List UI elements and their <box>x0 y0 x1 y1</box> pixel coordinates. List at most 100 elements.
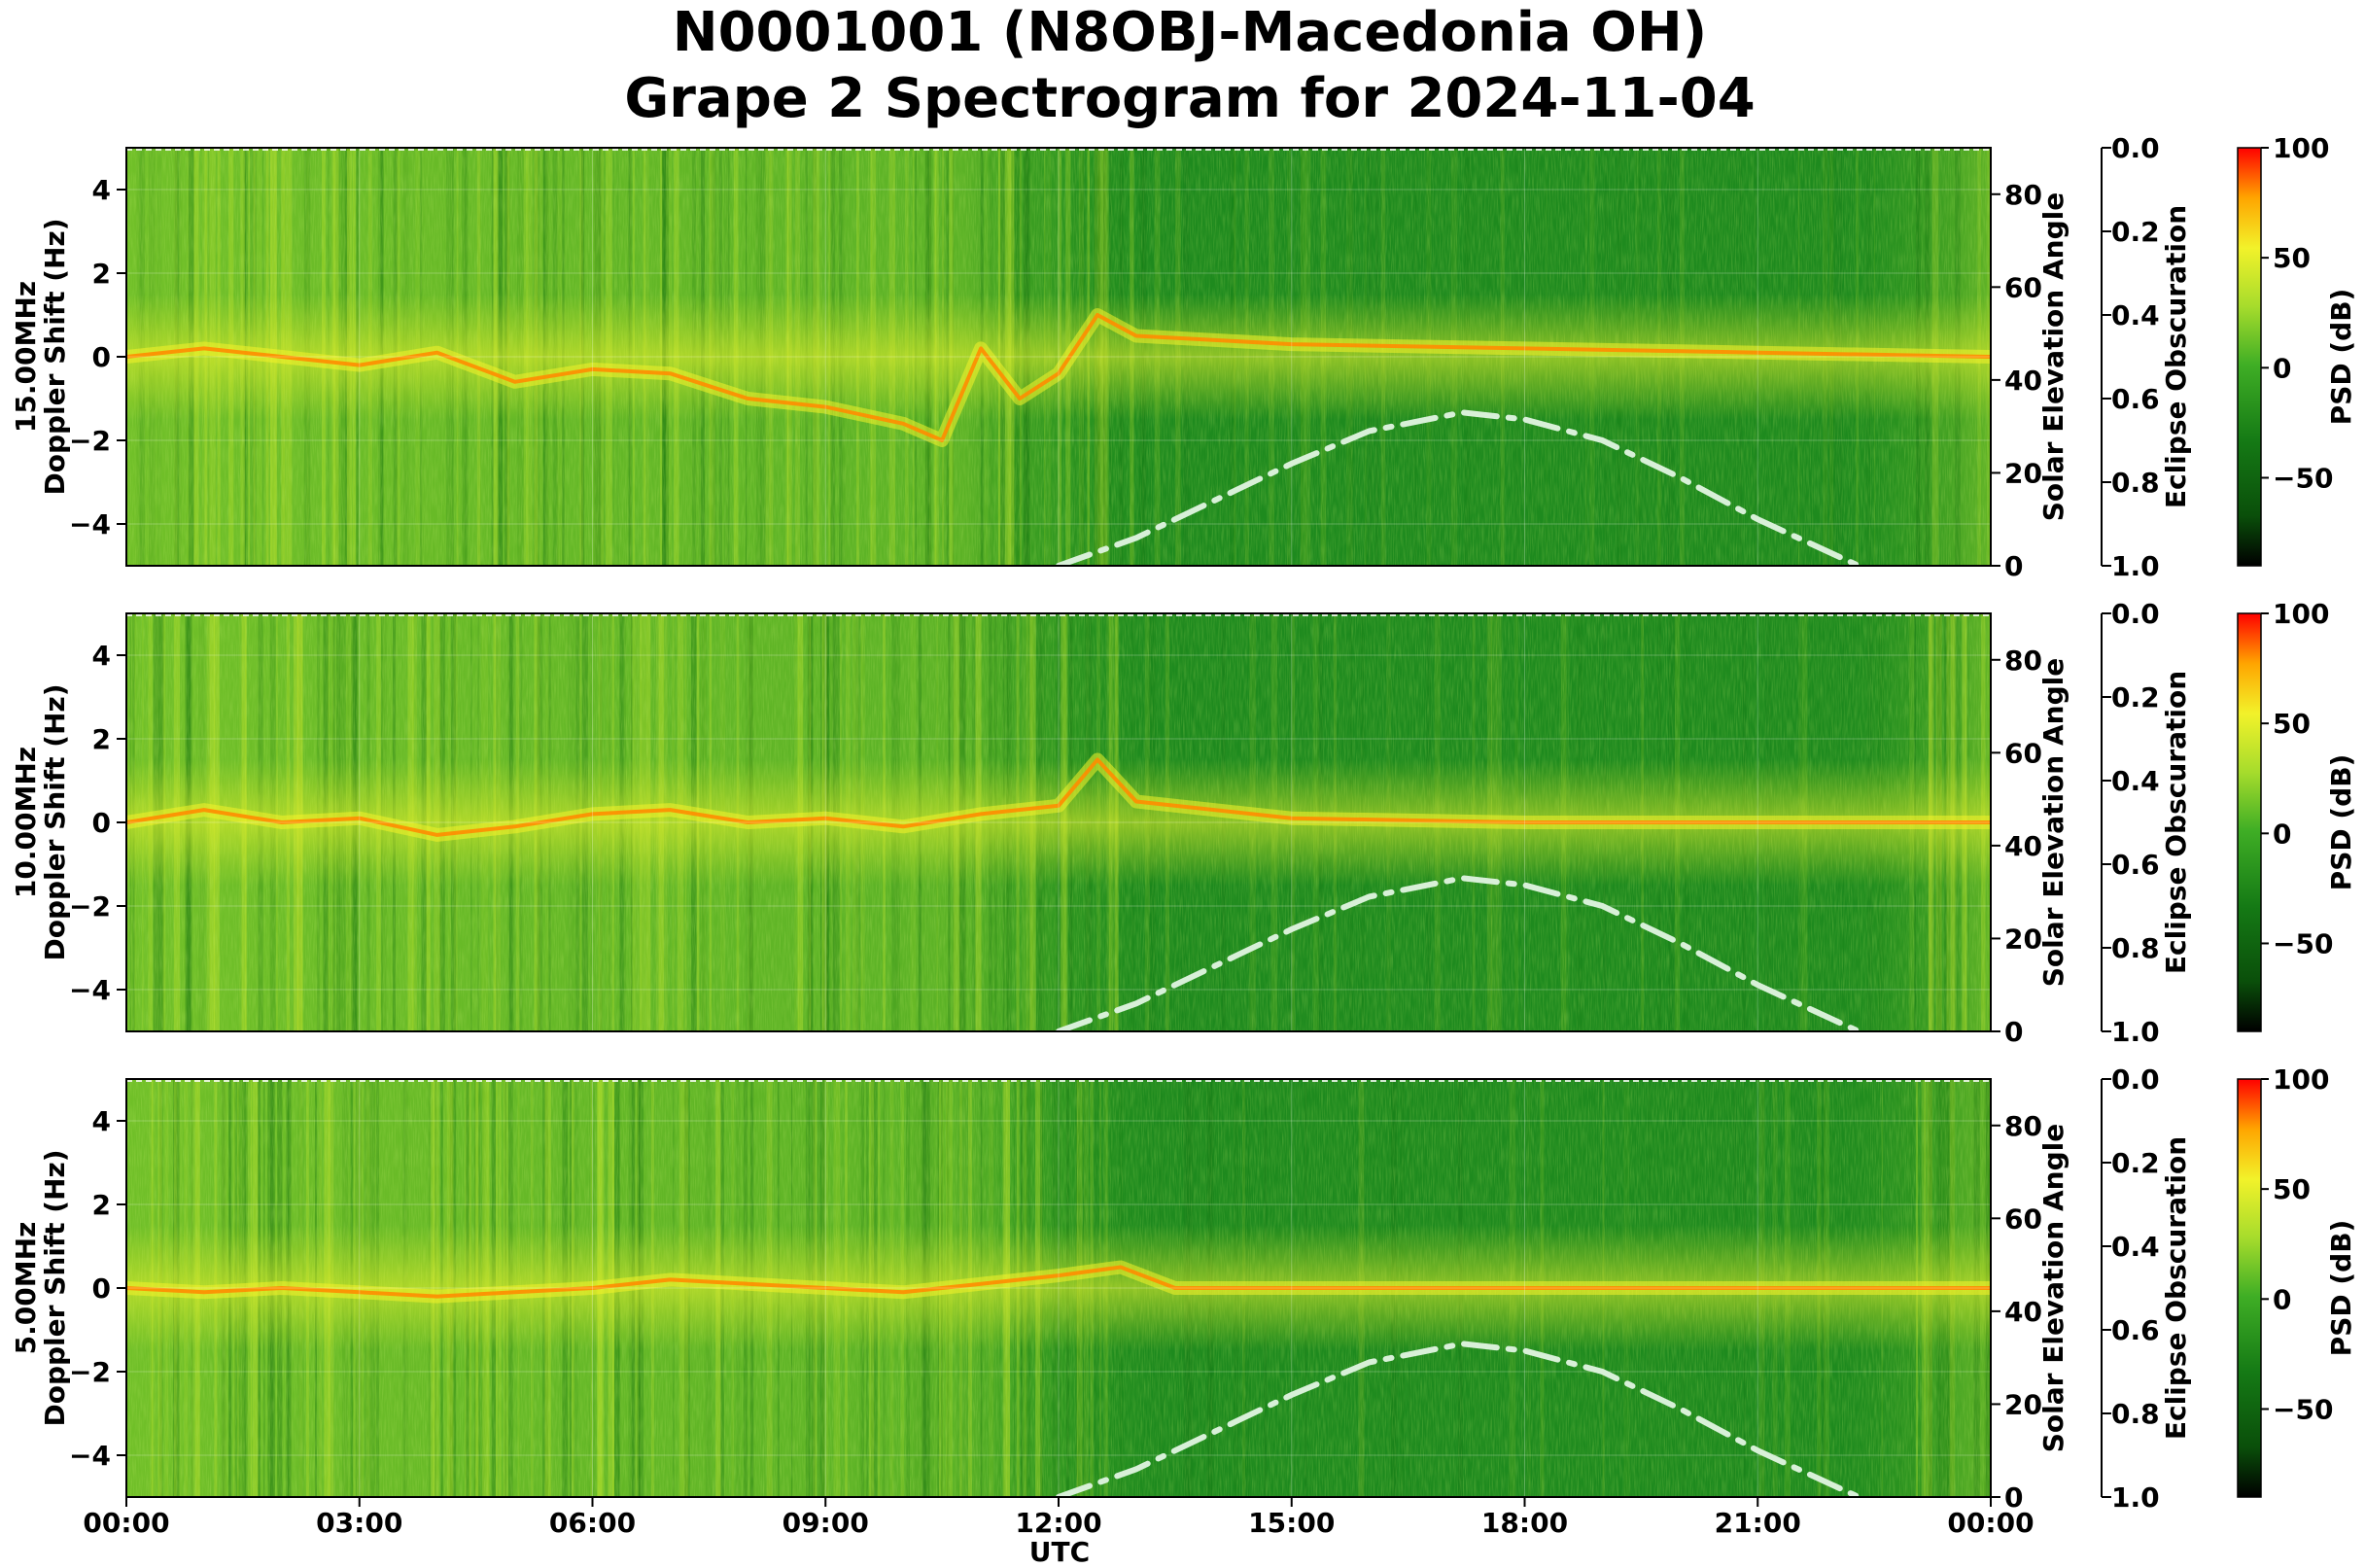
x-tick-label: 12:00 <box>1015 1507 1101 1539</box>
solar-elevation-curve <box>1056 409 1862 566</box>
colorbar-label: PSD (dB) <box>2325 289 2357 426</box>
eclipse-axis-label: Eclipse Obscuration <box>2160 1136 2192 1440</box>
x-tick-label: 00:00 <box>1947 1507 2034 1539</box>
y-tick-label: −4 <box>69 974 111 1006</box>
eclipse-tick-label: 0.4 <box>2111 1231 2160 1263</box>
solar-tick-label: 20 <box>2004 457 2042 489</box>
spectrogram-area <box>126 613 1991 1031</box>
panel-frequency-label: 5.00MHz <box>10 1222 42 1355</box>
solar-tick-label: 0 <box>2004 550 2023 582</box>
x-axis-label: UTC <box>1029 1536 1090 1568</box>
solar-tick-label: 0 <box>2004 1481 2023 1514</box>
colorbar <box>2237 147 2262 567</box>
eclipse-tick-label: 0.0 <box>2111 598 2160 630</box>
solar-tick-label: 80 <box>2004 645 2042 677</box>
solar-tick-label: 40 <box>2004 365 2042 397</box>
solar-tick-label: 60 <box>2004 1202 2042 1235</box>
colorbar-tick-label: 50 <box>2273 708 2311 740</box>
solar-tick-label: 20 <box>2004 1388 2042 1420</box>
eclipse-tick-label: 0.6 <box>2111 1314 2160 1346</box>
y-tick-label: −2 <box>69 425 111 457</box>
y-tick-label: −4 <box>69 1440 111 1472</box>
colorbar-tick-label: −50 <box>2273 927 2333 959</box>
colorbar-tick-label: 50 <box>2273 242 2311 274</box>
y-axis-label: Doppler Shift (Hz) <box>39 683 71 960</box>
colorbar-tick-label: 0 <box>2273 352 2291 384</box>
eclipse-tick-label: 1.0 <box>2111 1481 2160 1514</box>
x-tick-label: 09:00 <box>783 1507 869 1539</box>
eclipse-axis-label: Eclipse Obscuration <box>2160 671 2192 974</box>
colorbar-tick-label: 0 <box>2273 1283 2291 1315</box>
doppler-trace <box>126 1265 1991 1299</box>
eclipse-tick-label: 1.0 <box>2111 1016 2160 1048</box>
solar-elevation-curve <box>1056 875 1862 1031</box>
colorbar-label: PSD (dB) <box>2325 754 2357 891</box>
eclipse-tick-label: 0.8 <box>2111 932 2160 964</box>
y-tick-label: 2 <box>92 1189 111 1221</box>
colorbar-tick-label: 50 <box>2273 1173 2311 1205</box>
eclipse-tick-label: 0.2 <box>2111 216 2160 248</box>
figure-title-line1: N0001001 (N8OBJ-Macedonia OH) <box>673 1 1708 64</box>
solar-axis-label: Solar Elevation Angle <box>2037 658 2069 987</box>
colorbar <box>2237 1078 2262 1498</box>
x-tick-label: 06:00 <box>549 1507 636 1539</box>
eclipse-tick-label: 0.2 <box>2111 681 2160 714</box>
solar-tick-label: 80 <box>2004 1110 2042 1142</box>
x-tick-label: 21:00 <box>1715 1507 1801 1539</box>
eclipse-tick-label: 0.4 <box>2111 299 2160 331</box>
colorbar-tick-label: 0 <box>2273 818 2291 850</box>
y-tick-label: 4 <box>92 640 111 672</box>
solar-tick-label: 80 <box>2004 179 2042 211</box>
eclipse-tick-label: 0.2 <box>2111 1147 2160 1179</box>
y-tick-label: 2 <box>92 258 111 290</box>
y-tick-label: 4 <box>92 174 111 206</box>
y-tick-label: −2 <box>69 890 111 923</box>
eclipse-tick-label: 0.8 <box>2111 1398 2160 1430</box>
eclipse-tick-label: 0.4 <box>2111 765 2160 797</box>
y-axis-label: Doppler Shift (Hz) <box>39 1149 71 1426</box>
y-tick-label: 0 <box>92 1272 111 1305</box>
eclipse-axis-label: Eclipse Obscuration <box>2160 205 2192 508</box>
eclipse-tick-label: 0.6 <box>2111 383 2160 415</box>
y-tick-label: −4 <box>69 508 111 540</box>
eclipse-tick-label: 0.0 <box>2111 132 2160 164</box>
solar-tick-label: 0 <box>2004 1016 2023 1048</box>
solar-tick-label: 60 <box>2004 271 2042 303</box>
y-tick-label: 0 <box>92 807 111 839</box>
x-tick-label: 15:00 <box>1248 1507 1335 1539</box>
x-axis: 00:00 03:00 06:00 09:00 12:00 15:00 18:00 21:00… <box>83 1497 2035 1539</box>
x-tick-label: 00:00 <box>83 1507 169 1539</box>
y-tick-label: 4 <box>92 1105 111 1137</box>
colorbar-tick-label: 100 <box>2273 598 2329 630</box>
eclipse-tick-label: 1.0 <box>2111 550 2160 582</box>
doppler-trace <box>126 757 1991 837</box>
figure-title-line2: Grape 2 Spectrogram for 2024-11-04 <box>624 67 1755 130</box>
solar-axis-label: Solar Elevation Angle <box>2037 1124 2069 1452</box>
x-tick-label: 03:00 <box>316 1507 402 1539</box>
y-tick-label: −2 <box>69 1356 111 1388</box>
y-tick-label: 2 <box>92 723 111 755</box>
eclipse-tick-label: 0.6 <box>2111 849 2160 881</box>
colorbar-tick-label: 100 <box>2273 1063 2329 1096</box>
colorbar <box>2237 612 2262 1032</box>
solar-tick-label: 60 <box>2004 737 2042 769</box>
colorbar-tick-label: −50 <box>2273 1393 2333 1425</box>
solar-tick-label: 40 <box>2004 1296 2042 1328</box>
solar-axis-label: Solar Elevation Angle <box>2037 192 2069 521</box>
solar-tick-label: 40 <box>2004 830 2042 862</box>
eclipse-tick-label: 0.0 <box>2111 1063 2160 1096</box>
solar-tick-label: 20 <box>2004 923 2042 955</box>
spectrogram-area <box>126 1079 1991 1497</box>
eclipse-tick-label: 0.8 <box>2111 467 2160 499</box>
colorbar-tick-label: −50 <box>2273 462 2333 494</box>
colorbar-tick-label: 100 <box>2273 132 2329 164</box>
y-axis-label: Doppler Shift (Hz) <box>39 218 71 495</box>
solar-elevation-curve <box>1056 1341 1862 1497</box>
panel-frequency-label: 10.00MHz <box>10 747 42 898</box>
y-tick-label: 0 <box>92 341 111 373</box>
